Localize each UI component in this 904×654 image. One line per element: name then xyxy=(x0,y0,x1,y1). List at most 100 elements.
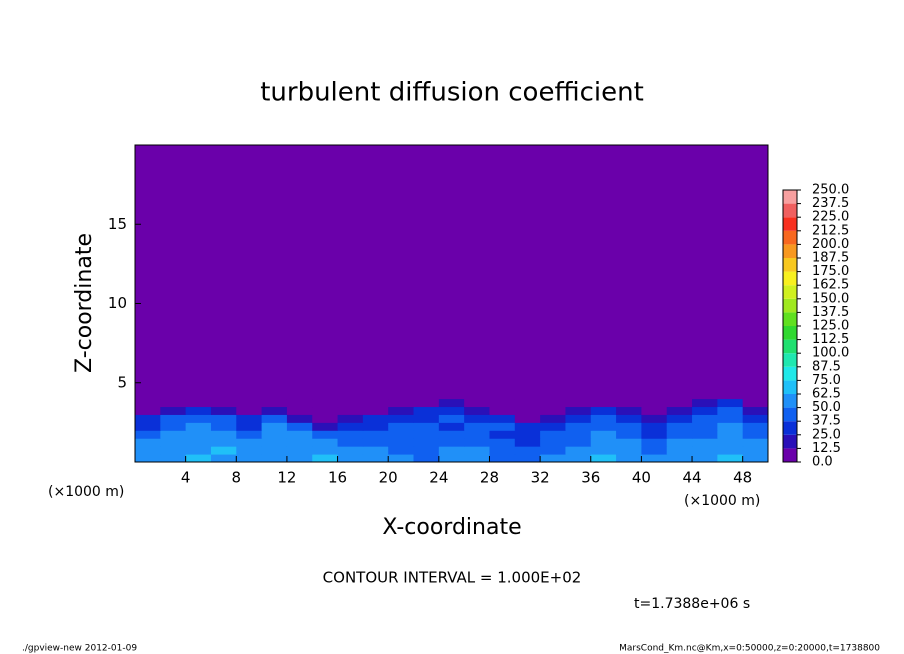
field-cell xyxy=(413,145,440,400)
field-cell xyxy=(742,438,769,447)
field-cell xyxy=(717,438,744,447)
colorbar-swatch xyxy=(783,244,797,258)
field-cell xyxy=(413,422,440,431)
field-cell xyxy=(286,406,313,415)
field-cell xyxy=(236,430,263,439)
field-cell xyxy=(236,454,263,463)
field-cell xyxy=(616,145,642,400)
colorbar-label: 250.0 xyxy=(812,183,849,198)
colorbar-label: 62.5 xyxy=(812,387,841,402)
field-cell xyxy=(261,145,288,400)
x-tick-label: 20 xyxy=(379,469,398,487)
field-cell xyxy=(438,430,465,439)
field-cell xyxy=(210,406,237,415)
field-cell xyxy=(388,454,415,463)
colorbar-label: 237.5 xyxy=(812,196,849,211)
field-cell xyxy=(641,430,668,439)
field-cell xyxy=(540,422,566,431)
field-cell xyxy=(692,454,718,463)
field-cell xyxy=(590,438,617,447)
colorbar-swatch xyxy=(783,258,797,272)
footer-right: MarsCond_Km.nc@Km,x=0:50000,z=0:20000,t=… xyxy=(619,644,880,654)
field-cell xyxy=(590,430,617,439)
field-cell xyxy=(438,454,465,463)
field-cell xyxy=(666,398,693,408)
field-cell xyxy=(362,422,389,431)
field-cell xyxy=(692,430,718,439)
field-cell xyxy=(565,430,592,439)
field-cell xyxy=(388,145,415,400)
field-cell xyxy=(185,406,212,415)
colorbar-swatch xyxy=(783,407,797,422)
colorbar-label: 225.0 xyxy=(812,210,849,225)
field-cell xyxy=(489,398,516,408)
field-cell xyxy=(312,406,339,415)
field-cell xyxy=(261,430,288,439)
chart-title: turbulent diffusion coefficient xyxy=(260,78,644,108)
colorbar-label: 25.0 xyxy=(812,427,841,442)
colorbar-swatch xyxy=(783,190,797,204)
field-cell xyxy=(464,454,490,463)
field-cell xyxy=(210,454,237,463)
field-cell xyxy=(210,414,237,423)
field-cell xyxy=(413,398,440,408)
field-cell xyxy=(312,414,339,423)
field-cell xyxy=(616,398,642,408)
x-axis-label: X-coordinate xyxy=(382,515,521,540)
field-cell xyxy=(135,145,161,400)
field-cell xyxy=(286,414,313,423)
field-cell xyxy=(413,454,440,463)
field-cell xyxy=(641,454,668,463)
colorbar-swatch xyxy=(783,421,797,435)
field-cell xyxy=(236,406,263,415)
colorbar-label: 0.0 xyxy=(812,455,833,470)
field-cell xyxy=(185,430,212,439)
field-cell xyxy=(540,145,566,400)
field-cell xyxy=(666,430,693,439)
field-cell xyxy=(362,406,389,415)
colorbar-swatch xyxy=(783,380,797,394)
field-cell xyxy=(413,414,440,423)
field-cell xyxy=(489,454,516,463)
field-cell xyxy=(590,145,617,400)
colorbar-swatch xyxy=(783,448,797,462)
field-cell xyxy=(160,145,187,400)
field-cell xyxy=(236,422,263,431)
field-cell xyxy=(312,430,339,439)
x-tick-label: 8 xyxy=(232,469,242,487)
field-cell xyxy=(692,438,718,447)
field-cell xyxy=(210,446,237,455)
field-cell xyxy=(514,398,541,408)
y-tick-label: 15 xyxy=(108,215,127,233)
x-tick-label: 4 xyxy=(181,469,191,487)
field-cell xyxy=(641,446,668,455)
field-cell xyxy=(489,430,516,439)
field-cell xyxy=(337,422,364,431)
y-axis-label: Z-coordinate xyxy=(72,233,97,373)
field-cell xyxy=(135,446,161,455)
field-cell xyxy=(641,406,668,415)
field-cell xyxy=(438,446,465,455)
field-cell xyxy=(312,446,339,455)
x-tick-label: 40 xyxy=(632,469,651,487)
field-cell xyxy=(337,446,364,455)
field-cell xyxy=(666,406,693,415)
field-cell xyxy=(692,145,718,400)
field-cell xyxy=(337,430,364,439)
field-cell xyxy=(717,145,744,400)
field-cell xyxy=(616,422,642,431)
field-cell xyxy=(312,438,339,447)
y-tick-label: 10 xyxy=(108,294,127,312)
field-cell xyxy=(236,414,263,423)
field-cell xyxy=(362,446,389,455)
field-cell xyxy=(464,446,490,455)
field-cell xyxy=(540,454,566,463)
contour-note: CONTOUR INTERVAL = 1.000E+02 xyxy=(323,569,582,587)
field-cell xyxy=(261,454,288,463)
field-cell xyxy=(160,454,187,463)
field-cell xyxy=(388,422,415,431)
field-cell xyxy=(388,438,415,447)
field-cell xyxy=(413,406,440,415)
field-cell xyxy=(717,414,744,423)
colorbar-swatch xyxy=(783,298,797,313)
